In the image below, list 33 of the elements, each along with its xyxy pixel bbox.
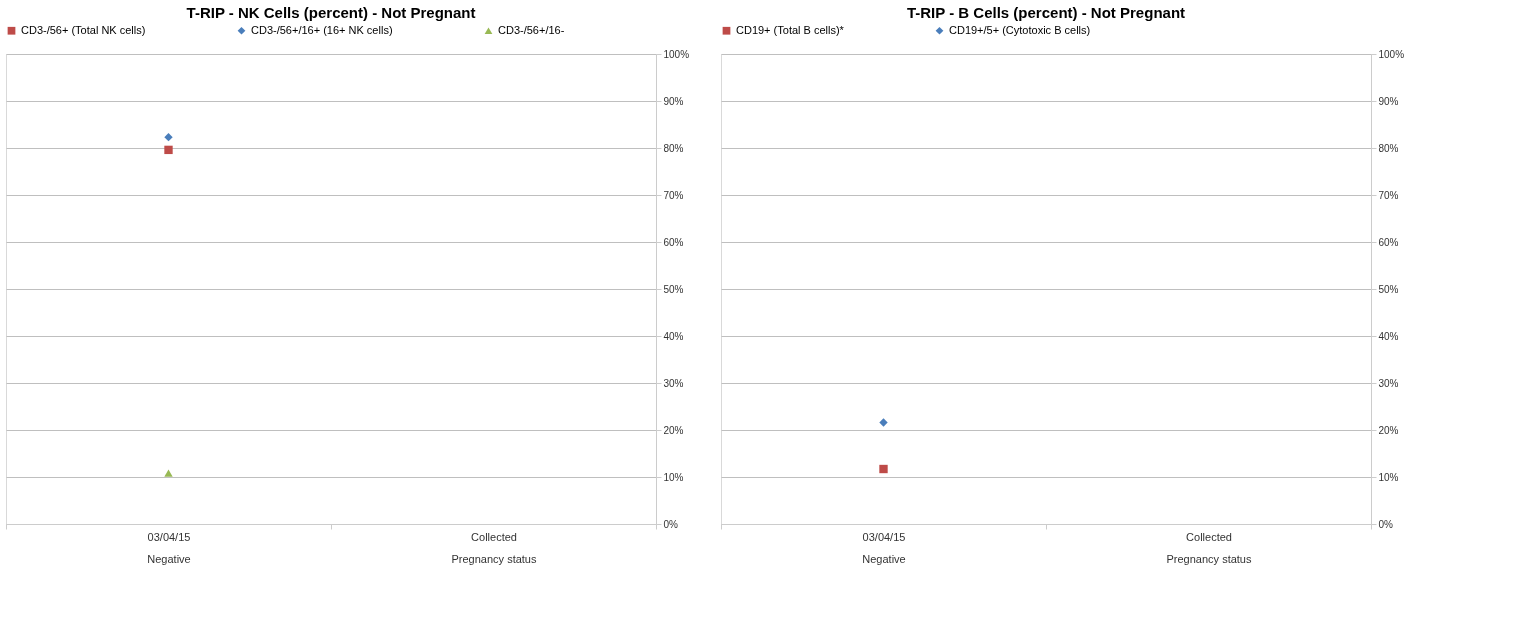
legend-label: CD3-/56+ (Total NK cells) xyxy=(21,23,146,36)
y-tick-label: 70% xyxy=(663,189,684,201)
y-tick-label: 20% xyxy=(663,424,684,436)
legend-label: CD19+ (Total B cells)* xyxy=(736,23,845,36)
y-tick-label: 50% xyxy=(663,283,684,295)
x-tick-label: Collected Pregnancy status xyxy=(451,530,537,565)
y-tick-label: 30% xyxy=(663,377,684,389)
y-tick-label: 10% xyxy=(1378,471,1399,483)
y-tick-label: 40% xyxy=(663,330,684,342)
y-tick-label: 100% xyxy=(663,48,690,60)
legend-label: CD3-/56+/16- xyxy=(498,23,565,36)
y-tick-label: 90% xyxy=(663,95,684,107)
y-tick-label: 90% xyxy=(1378,95,1399,107)
y-tick-label: 70% xyxy=(1378,189,1399,201)
y-tick-label: 60% xyxy=(663,236,684,248)
y-tick-label: 80% xyxy=(1378,142,1399,154)
y-tick-label: 60% xyxy=(1378,236,1399,248)
x-tick-label: 03/04/15 Negative xyxy=(862,530,906,565)
legend-label: CD19+/5+ (Cytotoxic B cells) xyxy=(949,23,1091,36)
chart-title: T-RIP - B Cells (percent) - Not Pregnant xyxy=(906,4,1186,21)
y-tick-label: 50% xyxy=(1378,283,1399,295)
y-tick-label: 0% xyxy=(1378,518,1394,530)
x-tick-label: 03/04/15 Negative xyxy=(147,530,191,565)
x-tick-label: Collected Pregnancy status xyxy=(1166,530,1252,565)
y-tick-label: 80% xyxy=(663,142,684,154)
y-tick-label: 30% xyxy=(1378,377,1399,389)
chart-title: T-RIP - NK Cells (percent) - Not Pregnant xyxy=(186,4,476,21)
legend-label: CD3-/56+/16+ (16+ NK cells) xyxy=(251,23,393,36)
y-tick-label: 0% xyxy=(663,518,679,530)
y-tick-label: 10% xyxy=(663,471,684,483)
y-tick-label: 20% xyxy=(1378,424,1399,436)
y-tick-label: 40% xyxy=(1378,330,1399,342)
y-tick-label: 100% xyxy=(1378,48,1405,60)
